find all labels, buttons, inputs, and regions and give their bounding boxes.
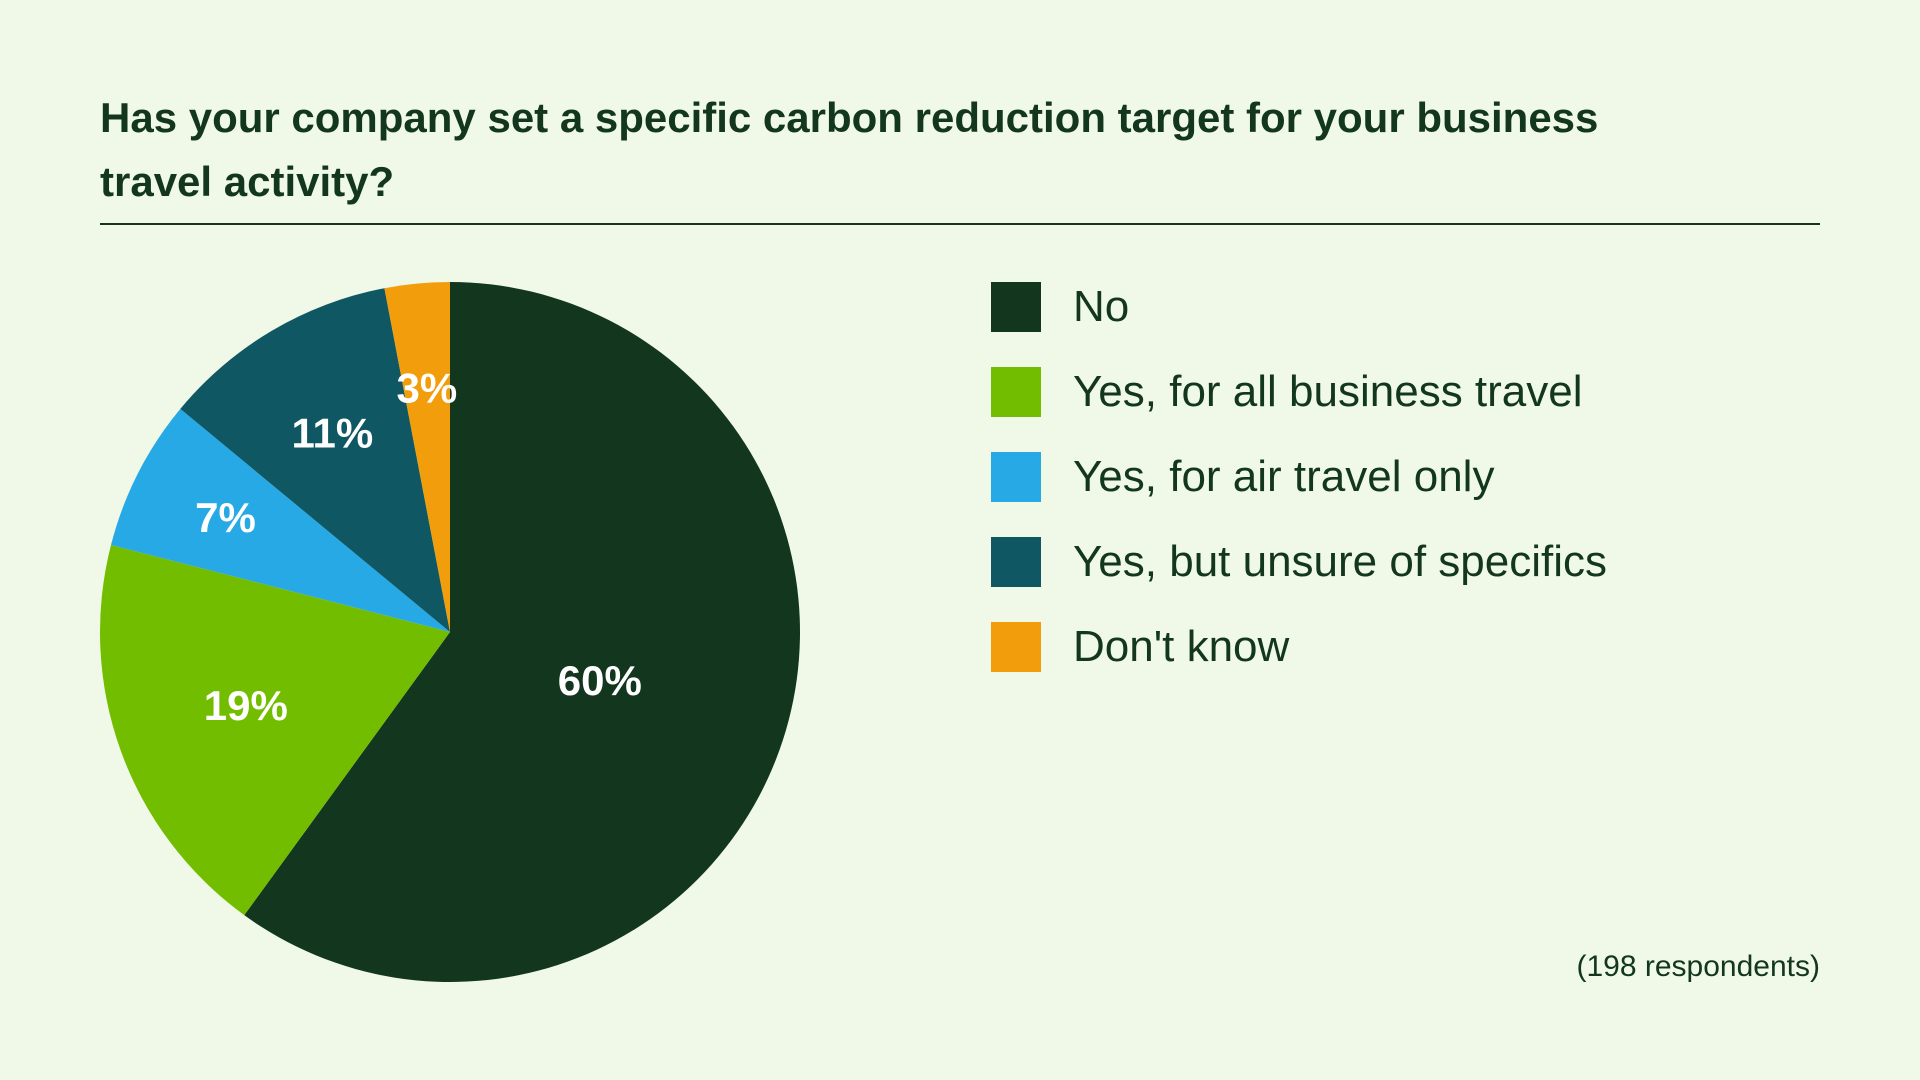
pie-slice-yes-for-air-travel-only (111, 408, 450, 632)
pie-label-no: 60% (558, 657, 642, 704)
legend-swatch-yes-all-business-travel (991, 367, 1041, 417)
pie-label-yes-for-all-business-travel: 19% (204, 682, 288, 729)
legend-item-yes-air-travel-only: Yes, for air travel only (991, 452, 1607, 502)
legend-label-dont-know: Don't know (1073, 622, 1290, 671)
legend-swatch-yes-air-travel-only (991, 452, 1041, 502)
legend-swatch-no (991, 282, 1041, 332)
pie-label-yes-but-unsure-of-specifics: 11% (292, 410, 374, 457)
pie-label-don-t-know: 3% (397, 365, 458, 412)
pie-label-yes-for-air-travel-only: 7% (195, 494, 256, 541)
legend-item-dont-know: Don't know (991, 622, 1607, 672)
legend-item-yes-all-business-travel: Yes, for all business travel (991, 367, 1607, 417)
legend-label-yes-air-travel-only: Yes, for air travel only (1073, 452, 1495, 501)
legend-label-yes-all-business-travel: Yes, for all business travel (1073, 367, 1583, 416)
legend-label-no: No (1073, 282, 1130, 331)
respondents-note: (198 respondents) (1576, 950, 1821, 983)
legend-label-yes-unsure-specifics: Yes, but unsure of specifics (1073, 537, 1608, 586)
pie-slice-yes-but-unsure-of-specifics (180, 288, 450, 632)
legend-item-no: No (991, 282, 1607, 332)
chart-title: Has your company set a specific carbon r… (100, 94, 1599, 205)
legend: No Yes, for all business travel Yes, for… (991, 282, 1607, 707)
title-divider (100, 223, 1820, 225)
pie-slice-no (244, 282, 800, 982)
pie-slice-yes-for-all-business-travel (100, 544, 450, 916)
legend-item-yes-unsure-specifics: Yes, but unsure of specifics (991, 537, 1607, 587)
legend-swatch-yes-unsure-specifics (991, 537, 1041, 587)
pie-slice-don-t-know (384, 282, 450, 632)
legend-swatch-dont-know (991, 622, 1041, 672)
